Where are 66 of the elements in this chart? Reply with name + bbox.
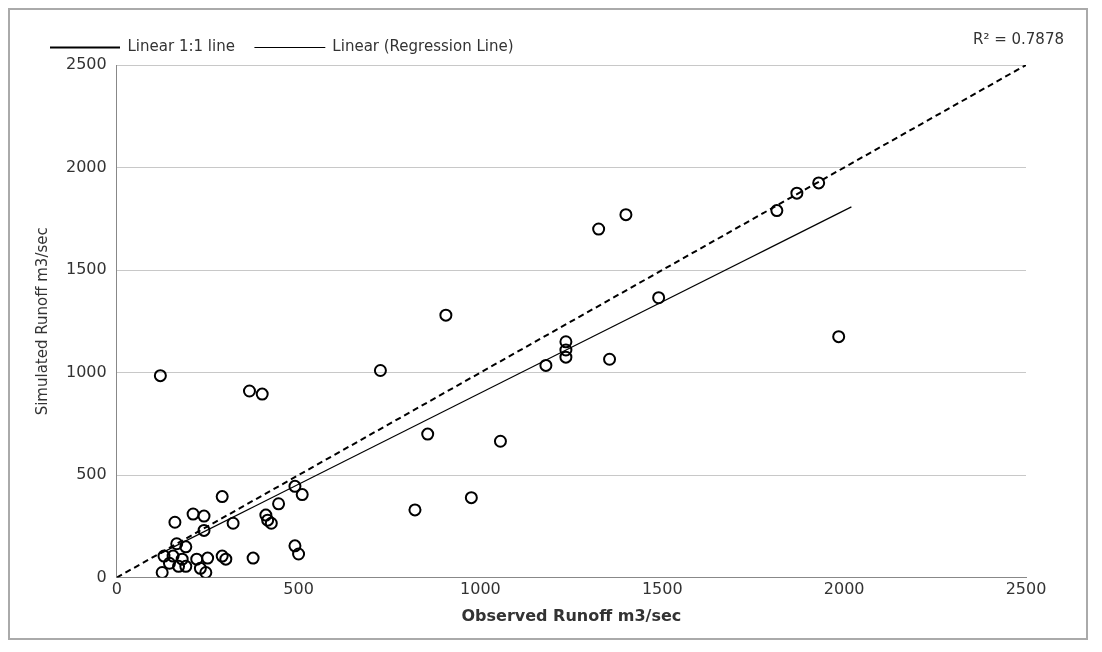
point [288, 479, 302, 493]
y-tick-label: 2000 [66, 156, 107, 176]
point [288, 539, 302, 553]
point [373, 364, 387, 378]
legend-label: Linear 1:1 line [127, 37, 235, 56]
point [295, 488, 309, 502]
point [155, 565, 169, 578]
point [246, 551, 260, 565]
x-tick-label: 0 [111, 579, 122, 599]
point [166, 549, 180, 563]
x-tick-label: 2000 [823, 579, 865, 599]
point [175, 552, 189, 566]
point [770, 204, 784, 218]
point [172, 559, 186, 573]
point [242, 384, 256, 398]
point [603, 352, 617, 366]
point [421, 427, 435, 441]
y-tick-label: 500 [76, 464, 107, 484]
x-tick-label: 2500 [1005, 579, 1047, 599]
point [790, 186, 804, 200]
point [259, 508, 273, 522]
point [199, 565, 213, 578]
point [439, 308, 453, 322]
point [162, 556, 176, 570]
point [197, 523, 211, 537]
point [197, 509, 211, 523]
point [190, 552, 204, 566]
point [832, 330, 846, 344]
point [186, 507, 200, 521]
point [559, 335, 573, 349]
x-tick-label: 1000 [460, 579, 501, 599]
point [219, 552, 233, 566]
y-tick-label: 2500 [66, 54, 107, 74]
x-tick-label: 500 [283, 579, 314, 599]
point [493, 434, 507, 448]
point [215, 549, 229, 563]
point [157, 549, 171, 563]
point [153, 369, 167, 383]
point [226, 516, 240, 530]
y-tick-label: 1000 [66, 361, 107, 381]
point [408, 503, 422, 517]
point [201, 551, 215, 565]
point [255, 387, 269, 401]
x-tick-label: 1500 [641, 579, 683, 599]
y-tick-label: 0 [96, 566, 107, 586]
point [292, 547, 306, 561]
x-axis-title: Observed Runoff m3/sec [461, 605, 682, 625]
point [272, 497, 286, 511]
legend-label: Linear (Regression Line) [332, 37, 514, 56]
point [559, 350, 573, 364]
point [619, 208, 633, 222]
point [170, 537, 184, 551]
point [179, 540, 193, 554]
y-tick-label: 1500 [66, 259, 107, 279]
point [168, 515, 182, 529]
point [592, 222, 606, 236]
text: R² = 0.7878 [972, 29, 1064, 48]
point [179, 559, 193, 573]
point [812, 176, 826, 190]
point [652, 291, 666, 305]
y-axis-title: Simulated Runoff m3/sec [32, 227, 51, 416]
point [464, 491, 478, 505]
point [559, 343, 573, 357]
point [539, 358, 553, 372]
point [215, 490, 229, 504]
point [193, 561, 207, 575]
